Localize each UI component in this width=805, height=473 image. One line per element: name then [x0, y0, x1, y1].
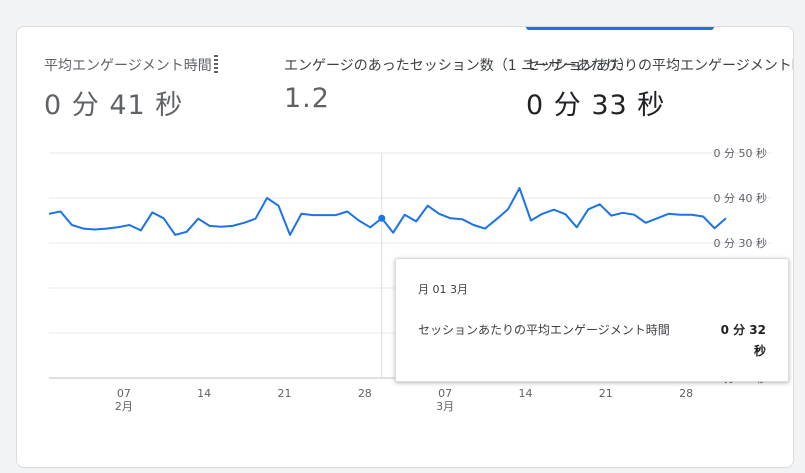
selected-tab-indicator [526, 27, 714, 30]
metric-value: 1.2 [284, 83, 330, 114]
y-tick-label: 0 分 50 秒 [714, 146, 768, 160]
x-tick-label: 21 [599, 387, 613, 400]
x-tick-label: 14 [518, 387, 532, 400]
series-line [48, 187, 727, 236]
x-tick-label: 07 [438, 387, 452, 400]
x-tick-month-label: 3月 [436, 400, 454, 413]
x-tick-label: 21 [277, 387, 291, 400]
drag-handle-icon[interactable] [213, 55, 218, 73]
metric-label: 平均エンゲージメント時間 [44, 58, 212, 74]
metric-value: 0 分 41 秒 [44, 90, 184, 121]
hover-point [378, 214, 386, 222]
chart-tooltip: 月 01 3月 セッションあたりの平均エンゲージメント時間 0 分 32 秒 [395, 258, 789, 382]
x-tick-label: 14 [197, 387, 211, 400]
metric-label: エンゲージのあったセッション数（1 ユーザーあたり） [284, 58, 633, 74]
metric-engaged-sessions-per-user[interactable]: エンゲージのあったセッション数（1 ユーザーあたり） 1.2 [284, 55, 793, 114]
metric-value: 0 分 33 秒 [526, 90, 666, 121]
x-tick-label: 07 [117, 387, 131, 400]
x-tick-label: 28 [679, 387, 693, 400]
tooltip-metric: セッションあたりの平均エンゲージメント時間 [418, 323, 670, 337]
tooltip-date: 月 01 3月 [418, 283, 468, 296]
y-tick-label: 0 分 40 秒 [714, 191, 768, 205]
metric-label: セッションあたりの平均エンゲージメント時間 [526, 58, 794, 74]
y-tick-label: 0 分 30 秒 [714, 236, 768, 250]
metric-avg-engagement-time[interactable]: 平均エンゲージメント時間 0 分 41 秒 [44, 55, 218, 122]
x-tick-label: 28 [358, 387, 372, 400]
metric-avg-engagement-time-per-session[interactable]: セッションあたりの平均エンゲージメント時間 0 分 33 秒 [526, 55, 794, 122]
tooltip-value: 0 分 32 秒 [720, 323, 766, 358]
engagement-card: 平均エンゲージメント時間 0 分 41 秒 エンゲージのあったセッション数（1 … [16, 26, 794, 468]
x-tick-month-label: 2月 [115, 400, 133, 413]
line-chart[interactable]: 0 分 50 秒0 分 40 秒0 分 30 秒0 分 20 秒0 分 10 秒… [17, 27, 793, 467]
